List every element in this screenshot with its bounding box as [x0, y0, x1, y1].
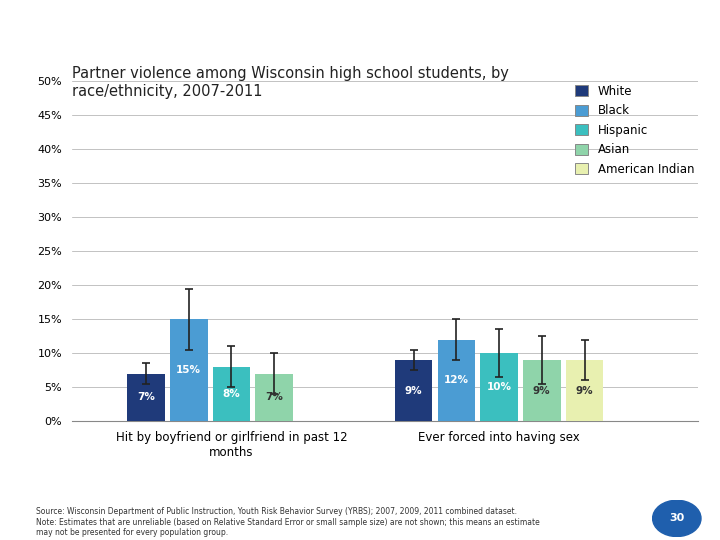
Bar: [395, 360, 433, 421]
Bar: [480, 353, 518, 421]
Text: 12%: 12%: [444, 375, 469, 386]
Circle shape: [652, 500, 701, 537]
Bar: [438, 340, 475, 421]
Bar: [212, 367, 251, 421]
Text: 9%: 9%: [533, 386, 551, 396]
Text: Partner violence among Wisconsin high school students, by
race/ethnicity, 2007-2: Partner violence among Wisconsin high sc…: [72, 66, 509, 99]
Text: BLACK POPULATION: BLACK POPULATION: [7, 18, 178, 32]
Legend: White, Black, Hispanic, Asian, American Indian: White, Black, Hispanic, Asian, American …: [570, 80, 699, 180]
Text: 10%: 10%: [487, 382, 512, 392]
Bar: [566, 360, 603, 421]
Text: Source: Wisconsin Department of Public Instruction, Youth Risk Behavior Survey (: Source: Wisconsin Department of Public I…: [36, 508, 540, 537]
Text: 7%: 7%: [265, 393, 283, 402]
Bar: [523, 360, 561, 421]
Text: 7%: 7%: [137, 393, 155, 402]
Text: 9%: 9%: [576, 386, 593, 396]
Bar: [170, 319, 207, 421]
Text: 9%: 9%: [405, 386, 423, 396]
Text: Injury and violence: Injury and violence: [567, 18, 713, 32]
Bar: [127, 374, 165, 421]
Bar: [256, 374, 293, 421]
Text: 8%: 8%: [222, 389, 240, 399]
Text: 15%: 15%: [176, 365, 201, 375]
Text: 30: 30: [669, 514, 685, 523]
